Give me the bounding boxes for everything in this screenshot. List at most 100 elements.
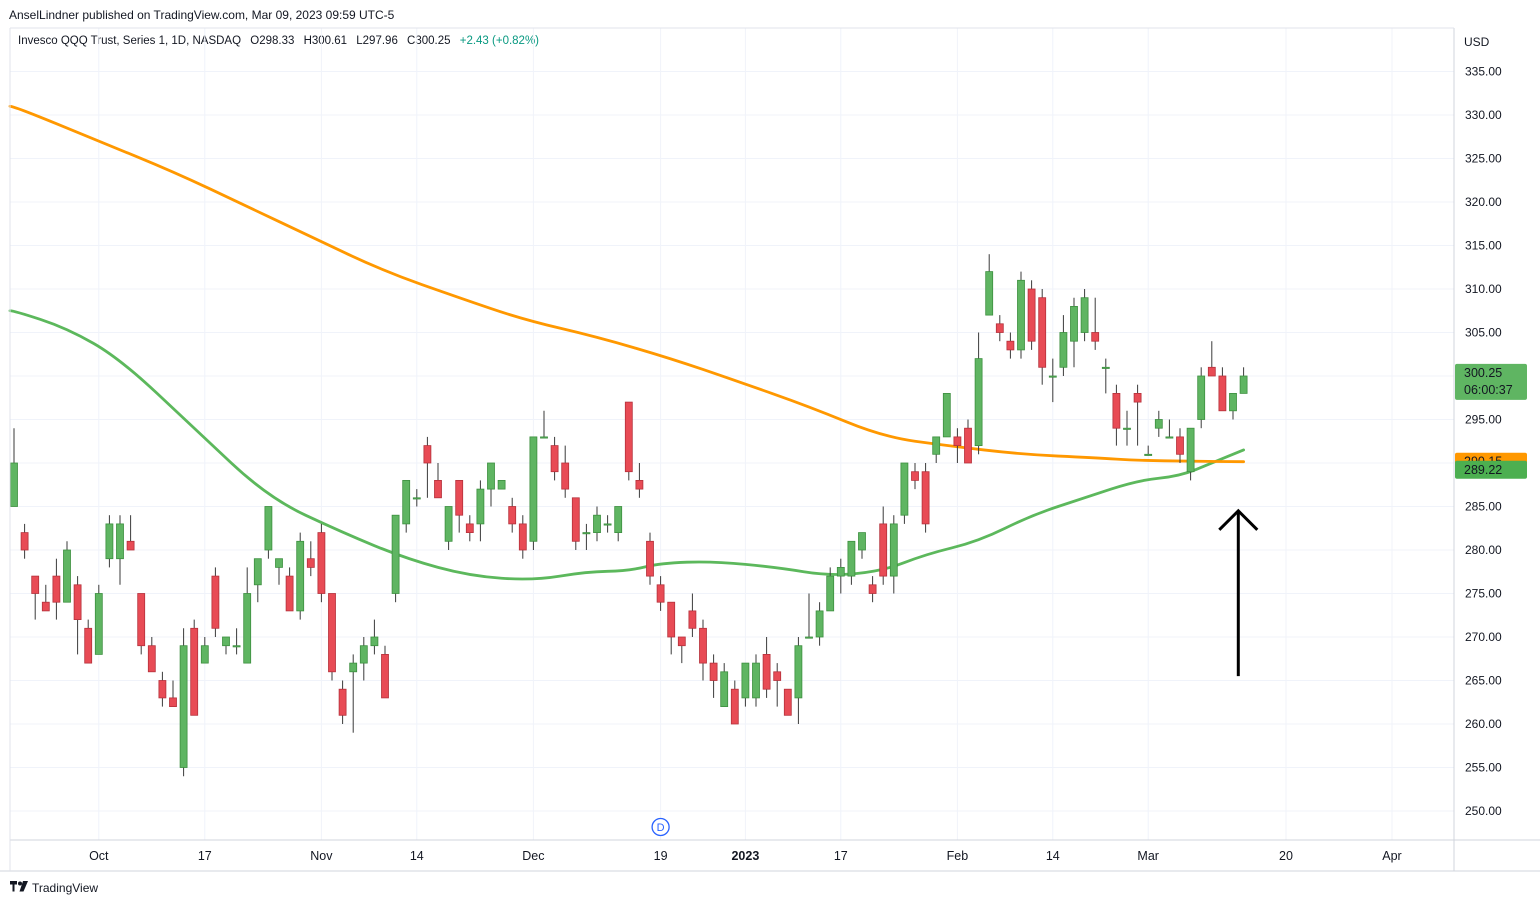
candle	[73, 576, 82, 655]
candle	[624, 401, 633, 481]
candle-body	[656, 584, 665, 603]
candle-body	[624, 401, 633, 473]
candle-body	[699, 627, 707, 664]
candle-body	[211, 575, 220, 629]
candle	[1048, 358, 1057, 403]
candle	[1133, 384, 1142, 446]
candle	[391, 514, 400, 603]
legend-symbol[interactable]: Invesco QQQ Trust, Series 1, 1D, NASDAQ	[18, 35, 242, 47]
candle-body	[1112, 392, 1121, 429]
candle-body	[836, 567, 845, 577]
footer-brand[interactable]: TradingView	[10, 881, 98, 895]
candle-body	[41, 601, 50, 612]
candle-body	[603, 523, 612, 526]
candle	[455, 479, 464, 533]
candle-body	[1091, 332, 1100, 342]
candle	[794, 637, 803, 724]
candle	[169, 680, 177, 708]
candle	[497, 479, 506, 490]
candle	[126, 515, 135, 551]
price-label: 300.25 06:00:37	[1455, 363, 1527, 400]
candle	[900, 462, 909, 524]
candle-body	[328, 593, 336, 673]
candle-body	[317, 532, 326, 594]
candle	[1154, 410, 1163, 437]
y-tick-label: 275.00	[1465, 587, 1502, 601]
candle-body	[179, 645, 188, 768]
candle-body	[942, 392, 951, 438]
candle	[1144, 445, 1153, 456]
candle	[1070, 297, 1078, 368]
candle-body	[593, 514, 601, 534]
currency-label: USD	[1464, 35, 1490, 49]
candle-body	[582, 532, 591, 535]
candle-body	[306, 558, 315, 568]
candle-body	[1080, 297, 1089, 333]
candle-body	[815, 610, 824, 638]
candle	[868, 576, 877, 603]
candle-body	[1006, 340, 1015, 351]
candle	[1123, 410, 1131, 446]
candle	[275, 558, 283, 585]
candle-body	[752, 662, 760, 699]
candle-body	[932, 436, 941, 455]
candle	[879, 506, 888, 585]
candle	[508, 497, 517, 533]
x-tick-label: 14	[1046, 849, 1060, 863]
candle	[529, 436, 538, 550]
candle	[815, 602, 824, 646]
candle	[582, 523, 591, 550]
candle-body	[94, 593, 103, 655]
candle-body	[444, 506, 453, 542]
candle	[158, 671, 167, 707]
candle	[1239, 367, 1248, 394]
candle-body	[1059, 332, 1068, 368]
candle	[847, 540, 856, 585]
candle-body	[232, 645, 241, 648]
candle	[518, 515, 527, 559]
candle-body	[137, 593, 146, 647]
candle	[1017, 271, 1025, 359]
candle	[1112, 384, 1121, 446]
x-tick-label: Dec	[522, 849, 544, 863]
candle	[540, 410, 548, 439]
candle-body	[635, 479, 644, 490]
x-tick-label: Feb	[947, 849, 969, 863]
candle	[359, 637, 368, 681]
candle-body	[709, 662, 718, 681]
candle-body	[1239, 375, 1248, 394]
candle-body	[497, 479, 506, 490]
candle-body	[158, 680, 167, 699]
candle-body	[1176, 436, 1184, 455]
candle-body	[826, 575, 835, 612]
candle-body	[518, 523, 527, 551]
footer-brand-label: TradingView	[32, 881, 99, 895]
candle	[603, 515, 612, 533]
y-tick-label: 325.00	[1465, 152, 1502, 166]
annotations: D	[651, 508, 1259, 837]
candle	[1229, 392, 1237, 420]
candle	[1218, 367, 1227, 412]
candle-body	[381, 654, 389, 699]
candle	[1091, 297, 1100, 350]
candle-body	[1133, 392, 1142, 403]
candle-body	[52, 575, 61, 603]
candle	[1080, 289, 1089, 342]
x-tick-label: Oct	[89, 849, 109, 863]
candle	[889, 515, 898, 594]
candle	[317, 523, 326, 603]
chart-grid	[10, 28, 1454, 840]
price-label-value: 300.25	[1464, 366, 1502, 380]
candle	[285, 567, 294, 612]
candle	[1186, 427, 1195, 481]
y-tick-label: 280.00	[1465, 543, 1502, 557]
candle	[370, 619, 379, 655]
candle-body	[169, 697, 177, 708]
candle-body	[412, 497, 421, 500]
candle	[137, 593, 146, 655]
candle-body	[455, 479, 464, 516]
candle	[741, 662, 750, 707]
x-tick-label: 17	[198, 849, 212, 863]
moving-average-lines	[8, 104, 1245, 581]
